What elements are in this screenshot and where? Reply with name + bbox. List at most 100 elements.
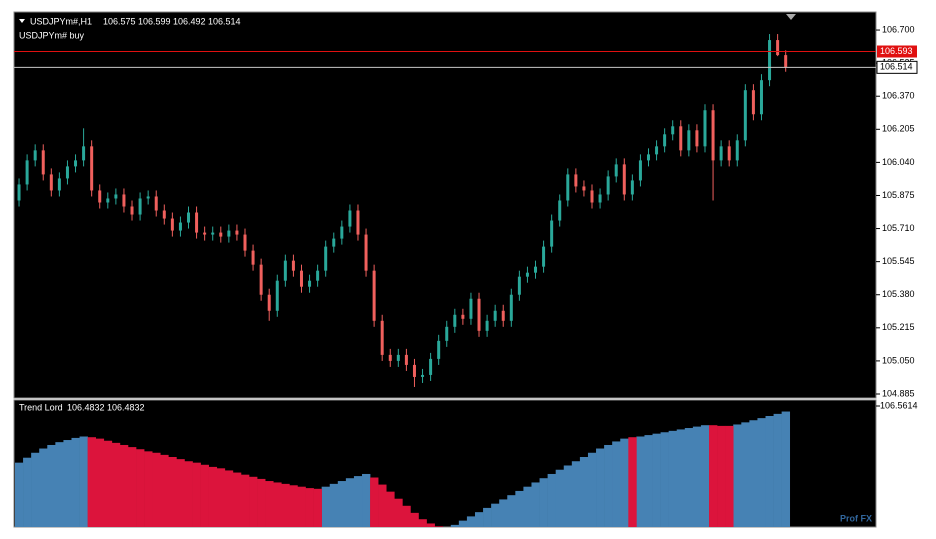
candle-body — [695, 130, 699, 147]
indicator-bar — [160, 454, 169, 527]
candle-body — [170, 218, 174, 231]
indicator-readout: 106.4832 — [67, 402, 105, 412]
candle-body — [219, 232, 223, 237]
indicator-bar — [402, 505, 411, 527]
indicator-bar — [596, 448, 605, 527]
indicator-bar — [539, 478, 548, 527]
candle-body — [768, 40, 772, 81]
candle-body — [509, 294, 513, 321]
indicator-bar — [644, 435, 653, 527]
indicator-bar — [757, 418, 766, 527]
candle-body — [178, 222, 182, 231]
candle-body — [74, 160, 78, 167]
candle-body — [655, 146, 659, 155]
indicator-bar — [579, 457, 589, 527]
ask-label: 106.593 — [880, 46, 913, 56]
indicator-bar — [329, 483, 339, 527]
indicator-bar — [297, 486, 306, 527]
candle-body — [57, 178, 61, 191]
y-tick-label: 106.700 — [882, 24, 915, 34]
indicator-bar — [474, 512, 484, 527]
candle-body — [501, 310, 505, 321]
candle-body — [461, 314, 465, 319]
indicator-bar — [127, 447, 137, 527]
candle-body — [308, 280, 312, 287]
watermark: Prof FX — [840, 513, 872, 523]
indicator-bar — [676, 429, 686, 527]
indicator-bar — [709, 425, 718, 527]
candle-body — [299, 270, 303, 287]
ohlc-low: 106.492 — [173, 16, 206, 26]
indicator-bar — [684, 428, 694, 527]
ohlc-high: 106.599 — [138, 16, 171, 26]
indicator-bar — [168, 457, 177, 527]
candle-body — [348, 210, 352, 227]
candle-body — [542, 246, 546, 267]
candle-body — [243, 234, 247, 251]
candle-body — [622, 164, 626, 195]
indicator-bar — [563, 465, 573, 527]
indicator-bar — [281, 483, 290, 527]
indicator-bar — [192, 462, 201, 527]
candle-body — [421, 374, 425, 377]
candle-body — [784, 55, 788, 68]
candle-body — [114, 194, 118, 199]
indicator-bar — [612, 441, 621, 527]
candle-body — [364, 234, 368, 271]
indicator-bar — [15, 462, 24, 527]
indicator-bar — [144, 451, 153, 527]
candle-body — [687, 130, 691, 151]
candle-body — [106, 198, 110, 203]
candle-body — [735, 140, 739, 161]
candle-body — [33, 150, 37, 161]
indicator-bar — [87, 437, 96, 527]
candle-body — [235, 230, 239, 235]
indicator-bar — [63, 440, 72, 527]
candle-body — [251, 250, 255, 265]
candle-body — [437, 340, 441, 359]
ask-label-box — [877, 45, 917, 58]
indicator-bar — [39, 448, 48, 527]
indicator-bar — [700, 425, 710, 527]
indicator-bar — [119, 444, 129, 527]
indicator-bar — [321, 486, 331, 527]
indicator-bar — [765, 415, 774, 527]
candle-body — [25, 160, 29, 185]
y-tick-label: 105.875 — [882, 190, 915, 200]
candle-body — [187, 212, 191, 223]
candle-body — [41, 150, 45, 175]
candle-body — [493, 310, 497, 321]
candle-body — [275, 280, 279, 311]
candle-body — [776, 40, 780, 56]
candle-body — [388, 354, 392, 361]
candle-body — [90, 146, 94, 191]
candle-body — [751, 90, 755, 115]
candle-body — [566, 174, 570, 201]
indicator-bar — [725, 425, 734, 527]
candle-body — [17, 184, 21, 201]
y-tick-label: 105.710 — [882, 223, 915, 233]
candle-body — [429, 358, 433, 375]
shift-marker — [786, 14, 796, 20]
candle-body — [380, 320, 384, 355]
bid-label: 106.514 — [880, 62, 913, 72]
indicator-bar — [249, 476, 258, 527]
indicator-bar — [773, 413, 782, 527]
y-tick-label: 106.040 — [882, 157, 915, 167]
indicator-bar — [620, 438, 629, 527]
indicator-bar — [587, 452, 597, 527]
indicator-bar — [95, 438, 105, 527]
indicator-bar — [749, 420, 758, 527]
indicator-bar — [353, 476, 363, 527]
candle-body — [130, 206, 134, 215]
indicator-bar — [200, 464, 209, 527]
candle-body — [598, 194, 602, 203]
candle-body — [49, 174, 53, 191]
candle-body — [453, 314, 457, 327]
indicator-bar — [152, 452, 161, 527]
candle-body — [291, 260, 295, 271]
indicator-bar — [418, 519, 427, 527]
y-tick-label: 105.545 — [882, 256, 915, 266]
y-tick-label: 105.050 — [882, 355, 915, 365]
